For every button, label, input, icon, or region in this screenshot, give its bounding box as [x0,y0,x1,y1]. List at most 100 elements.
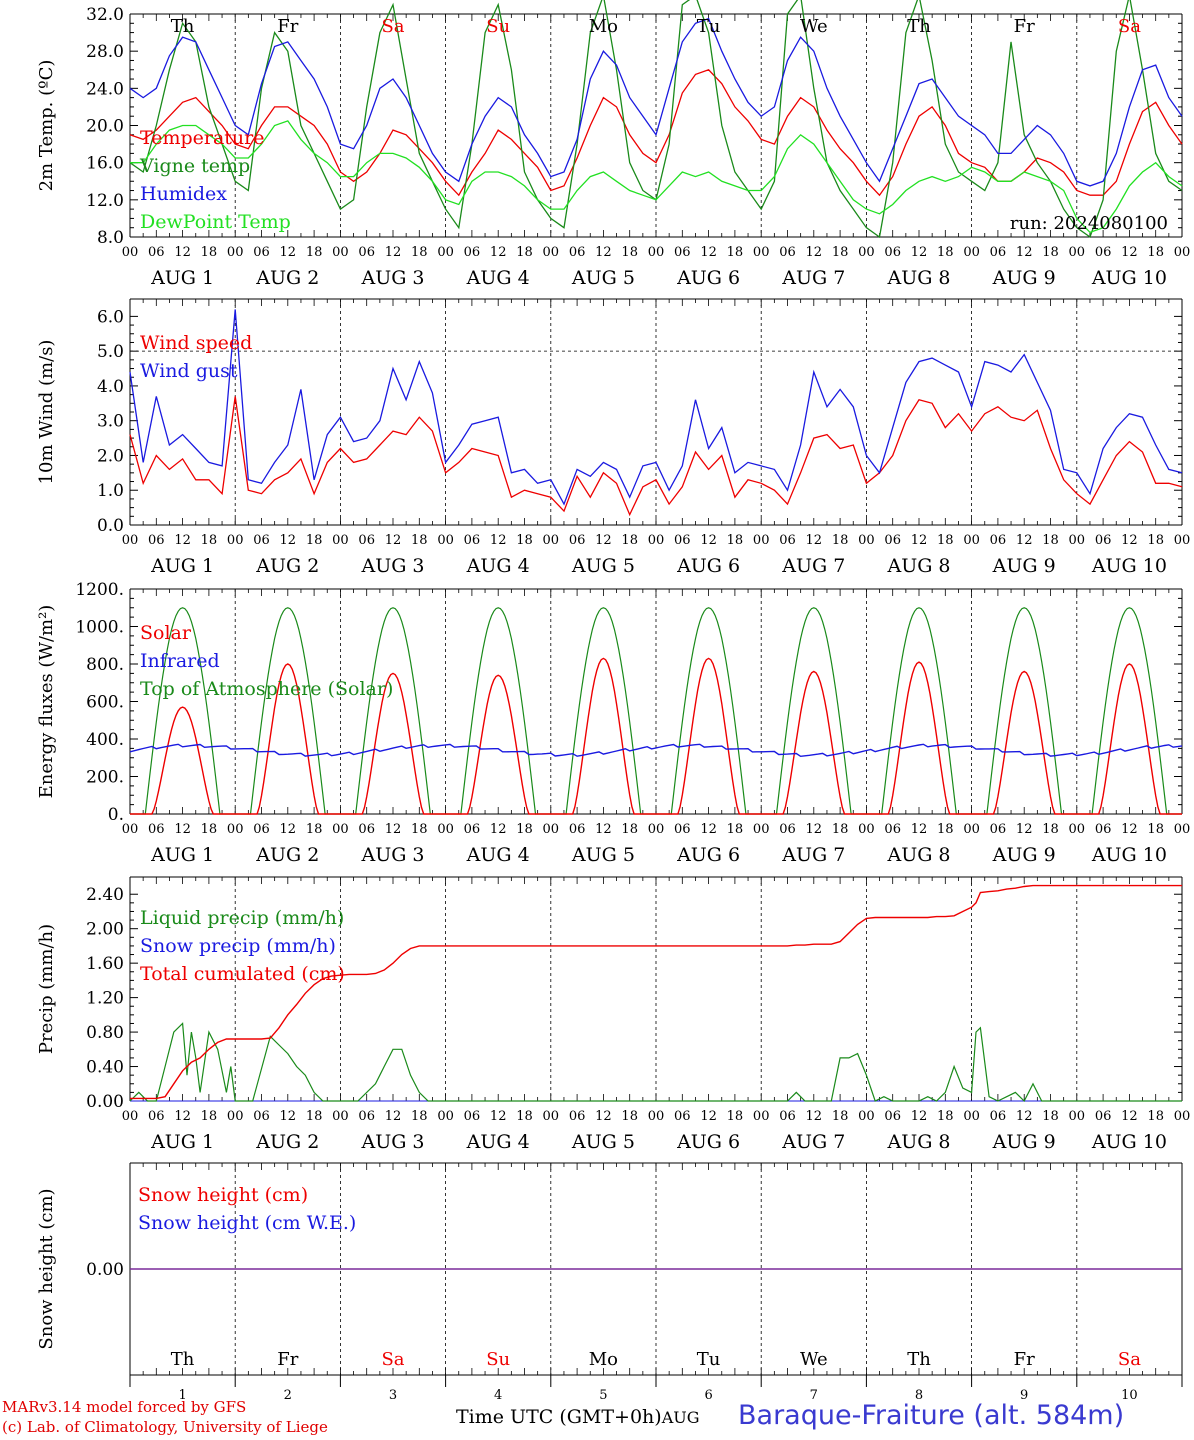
hour-tick-label: 18 [306,1109,323,1124]
hour-tick-label: 18 [201,822,218,837]
hour-tick-label: 00 [437,533,454,548]
hour-tick-label: 06 [1095,245,1112,260]
hour-tick-label: 18 [411,1109,428,1124]
date-label: AUG 2 [255,555,319,577]
hour-tick-label: 06 [464,822,481,837]
y-tick-label: 0. [108,805,124,825]
date-label: AUG 3 [360,555,424,577]
hour-tick-label: 18 [201,245,218,260]
hour-tick-label: 06 [779,245,796,260]
hour-tick-label: 12 [911,533,928,548]
hour-tick-label: 06 [569,245,586,260]
y-axis-label: Energy fluxes (W/m²) [36,605,57,799]
y-axis-label: 2m Temp. (ºC) [36,60,57,192]
day-abbr-bottom: Sa [381,1349,404,1370]
hour-tick-label: 06 [358,533,375,548]
hour-tick-label: 06 [464,1109,481,1124]
date-label: AUG 8 [886,267,950,289]
hour-tick-label: 18 [727,533,744,548]
hour-tick-label: 12 [806,1109,823,1124]
date-label: AUG 6 [676,555,740,577]
hour-tick-label: 12 [1016,822,1033,837]
hour-tick-label: 06 [779,1109,796,1124]
day-abbr-bottom: Su [486,1349,510,1370]
day-abbr-top: Th [171,16,195,37]
date-label: AUG 1 [150,844,214,866]
series-line-cumulated [130,884,1182,1100]
legend-label: Infrared [140,650,220,672]
date-label: AUG 6 [676,267,740,289]
y-tick-label: 8.0 [97,228,124,248]
hour-tick-label: 18 [411,822,428,837]
y-tick-label: 400. [86,730,124,750]
day-number: 9 [1020,1388,1028,1403]
hour-tick-label: 00 [963,822,980,837]
date-label: AUG 2 [255,1131,319,1153]
hour-tick-label: 06 [148,822,165,837]
hour-tick-label: 12 [385,1109,402,1124]
hour-tick-label: 00 [1174,822,1191,837]
hour-tick-label: 00 [227,822,244,837]
hour-tick-label: 00 [543,822,560,837]
hour-tick-label: 06 [990,822,1007,837]
date-label: AUG 7 [781,844,845,866]
date-label: AUG 9 [992,555,1056,577]
hour-tick-label: 18 [1147,245,1164,260]
legend-label: Snow height (cm) [138,1184,308,1206]
hour-tick-label: 00 [332,245,349,260]
hour-tick-label: 12 [700,533,717,548]
hour-tick-label: 00 [543,533,560,548]
hour-tick-label: 12 [1016,533,1033,548]
legend-label: Humidex [140,183,227,205]
hour-tick-label: 06 [779,822,796,837]
hour-tick-label: 12 [174,822,191,837]
hour-tick-label: 18 [306,822,323,837]
y-tick-label: 2.0 [97,446,124,466]
day-abbr-top: Mo [589,16,618,37]
date-label: AUG 3 [360,1131,424,1153]
time-axis-label: Time UTC (GMT+0h)AUG [456,1406,700,1428]
y-tick-label: 2.40 [86,885,124,905]
hour-tick-label: 18 [1042,1109,1059,1124]
hour-tick-label: 00 [963,245,980,260]
hour-tick-label: 18 [621,533,638,548]
hour-tick-label: 00 [1174,533,1191,548]
date-label: AUG 10 [1091,555,1167,577]
hour-tick-label: 06 [884,822,901,837]
y-tick-label: 0.80 [86,1023,124,1043]
y-tick-label: 0.00 [86,1092,124,1112]
panel-snow [129,1162,1183,1376]
hour-tick-label: 00 [963,533,980,548]
model-credit: MARv3.14 model forced by GFS [2,1398,247,1416]
hour-tick-label: 18 [201,1109,218,1124]
hour-tick-label: 00 [227,245,244,260]
day-number: 5 [599,1388,607,1403]
hour-tick-label: 06 [990,245,1007,260]
y-tick-label: 32.0 [86,5,124,25]
hour-tick-label: 18 [621,822,638,837]
y-tick-label: 1000. [75,618,124,638]
legend-label: Top of Atmosphere (Solar) [140,678,393,700]
hour-tick-label: 18 [1042,245,1059,260]
y-axis-label: 10m Wind (m/s) [36,340,57,485]
date-label: AUG 7 [781,1131,845,1153]
hour-tick-label: 00 [543,245,560,260]
date-label: AUG 1 [150,555,214,577]
hour-tick-label: 18 [1147,822,1164,837]
hour-tick-label: 18 [516,822,533,837]
date-label: AUG 4 [466,267,530,289]
hour-tick-label: 00 [648,533,665,548]
legend-label: Total cumulated (cm) [140,963,345,985]
panel-precip [129,876,1183,1102]
hour-tick-label: 12 [700,822,717,837]
date-label: AUG 7 [781,267,845,289]
hour-tick-label: 18 [1042,533,1059,548]
hour-tick-label: 06 [358,245,375,260]
hour-tick-label: 06 [884,533,901,548]
date-label: AUG 4 [466,844,530,866]
series-line-dewpoint-temp [130,120,1183,234]
hour-tick-label: 12 [700,245,717,260]
hour-tick-label: 00 [858,533,875,548]
hour-tick-label: 18 [411,245,428,260]
